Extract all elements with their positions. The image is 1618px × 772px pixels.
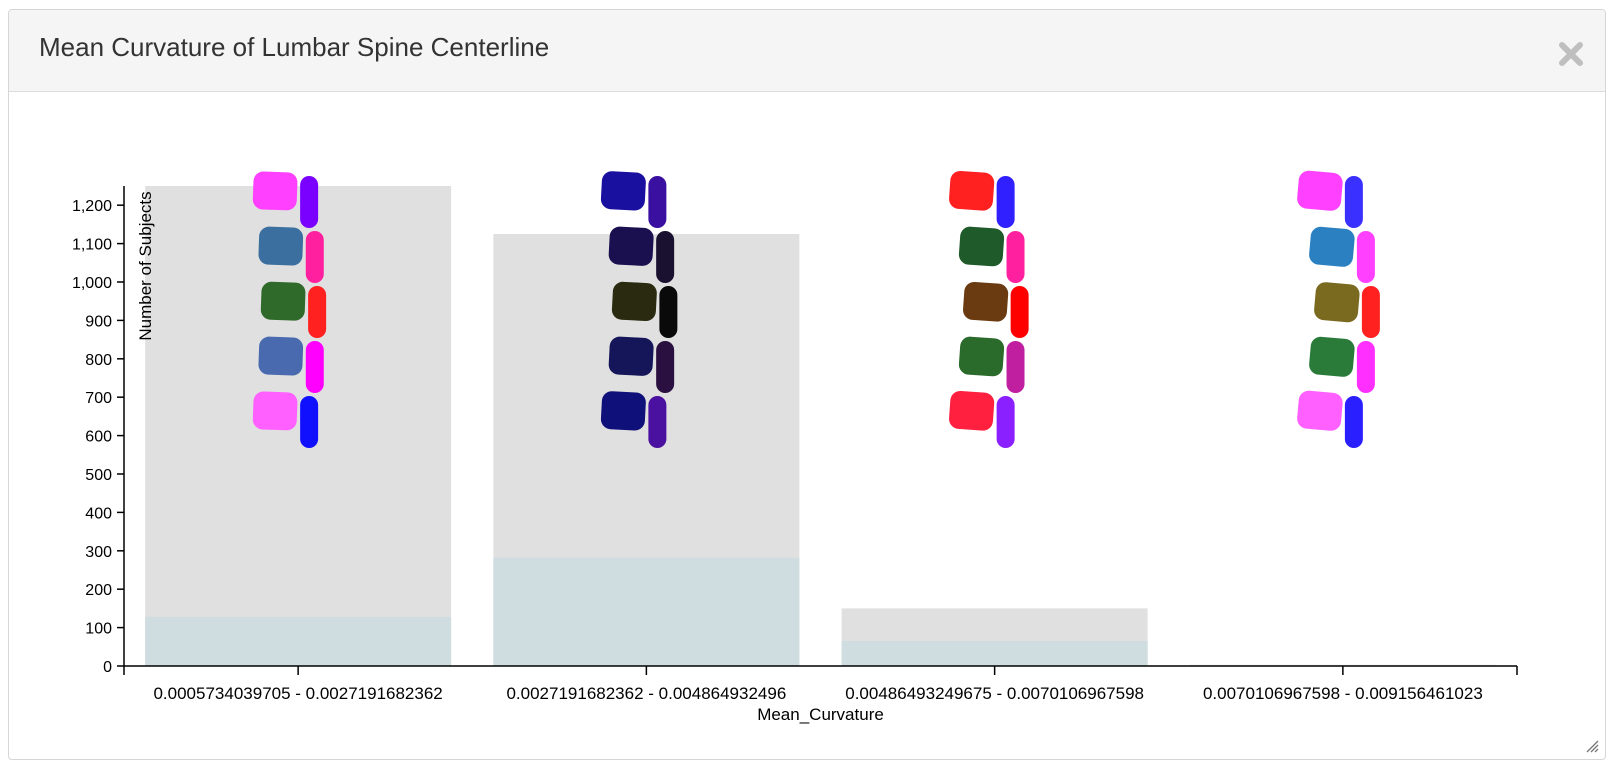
vertebra-1 [949,170,995,211]
vertebra-5 [949,390,995,431]
vertebra-1 [600,171,646,211]
vertebra-5 [1297,390,1343,431]
vertebra-2 [258,226,304,266]
vertebra-3 [260,281,306,321]
x-axis-label: Mean_Curvature [757,705,884,724]
bar-total-1 [145,186,452,666]
spine-rod-2 [1356,231,1375,283]
chart-panel: Mean Curvature of Lumbar Spine Centerlin… [8,9,1606,760]
spine-rod-4 [1356,341,1375,393]
spine-model-icon [1297,170,1380,448]
vertebra-4 [1309,336,1355,377]
bar-subset-1 [145,616,452,666]
close-icon [1559,42,1583,66]
y-tick-label: 1,000 [72,275,112,292]
spine-rod-1 [648,176,667,228]
vertebra-1 [1297,170,1343,211]
vertebra-2 [958,226,1005,267]
histogram-svg: 0 100 200 300 400 500 600 700 800 900 1,000 1,100 1,… [72,170,1518,724]
spine-rod-3 [659,286,678,338]
vertebra-4 [258,336,304,376]
x-tick-label: 0.00486493249675 - 0.0070106967598 [845,684,1144,703]
bar-subset-3 [841,641,1148,666]
vertebra-3 [962,281,1009,322]
y-tick-label: 0 [103,659,112,676]
panel-title: Mean Curvature of Lumbar Spine Centerlin… [39,32,550,62]
y-tick-label: 200 [85,582,112,599]
vertebra-4 [608,336,654,376]
spine-rod-3 [1361,286,1380,338]
spine-rod-2 [656,231,675,283]
y-tick-label: 400 [85,505,112,522]
spine-rod-1 [996,176,1015,228]
y-axis-label: Number of Subjects [136,191,155,340]
resize-grip-icon[interactable] [1585,739,1599,753]
spine-model-icon [600,171,678,448]
spine-rod-2 [1006,231,1025,283]
y-tick-label: 300 [85,544,112,561]
spine-rod-4 [305,341,324,393]
y-tick-label: 700 [85,390,112,407]
spine-rod-3 [1010,286,1029,338]
vertebra-5 [600,391,646,431]
vertebra-3 [1314,282,1360,323]
spine-rod-2 [305,231,324,283]
y-tick-label: 600 [85,429,112,446]
y-tick-label: 1,200 [72,198,112,215]
spine-model-icon [252,171,327,448]
spine-rod-1 [1344,176,1363,228]
vertebra-3 [611,281,657,322]
spine-rod-5 [1344,396,1363,448]
x-tick-label: 0.0027191682362 - 0.004864932496 [506,684,786,703]
spine-rod-5 [648,396,667,448]
vertebra-2 [608,226,654,266]
close-button[interactable] [1555,38,1587,70]
bar-subset-2 [493,557,800,666]
spine-rod-4 [656,341,675,393]
spine-rod-5 [996,396,1015,448]
y-tick-label: 900 [85,313,112,330]
y-tick-label: 1,100 [72,237,112,254]
panel-header: Mean Curvature of Lumbar Spine Centerlin… [9,10,1605,92]
x-tick-label: 0.0070106967598 - 0.009156461023 [1203,684,1483,703]
y-tick-label: 100 [85,621,112,638]
y-tick-label: 500 [85,467,112,484]
spine-rod-1 [300,176,319,228]
y-tick-label: 800 [85,352,112,369]
spine-rod-3 [308,286,327,338]
spine-rod-5 [300,396,319,448]
vertebra-2 [1309,226,1355,267]
spine-model-icon [949,170,1029,448]
vertebra-5 [252,391,298,431]
vertebra-4 [958,336,1005,377]
histogram-chart: 0 100 200 300 400 500 600 700 800 900 1,000 1,100 1,… [9,92,1605,759]
vertebra-1 [252,171,298,211]
spine-rod-4 [1006,341,1025,393]
x-tick-label: 0.0005734039705 - 0.0027191682362 [153,684,442,703]
